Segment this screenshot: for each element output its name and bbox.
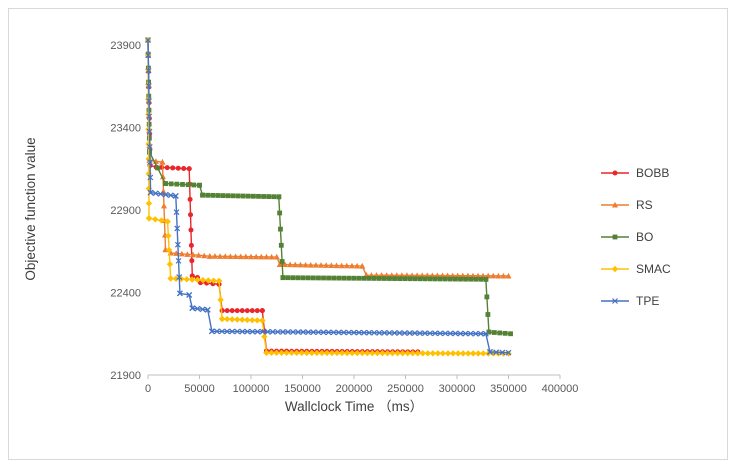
x-tick-label: 100000 (233, 383, 270, 395)
legend-label: BO (636, 230, 653, 244)
legend-label: RS (636, 198, 653, 212)
series-line-bo (147, 40, 511, 335)
legend-item-smac: SMAC (601, 262, 671, 276)
legend-item-bobb: BOBB (601, 166, 669, 180)
legend-item-tpe: TPE (601, 294, 659, 308)
x-tick-label: 300000 (439, 383, 476, 395)
x-tick-label: 200000 (336, 383, 373, 395)
line-chart: 0 50000 100000 150000 200000 250000 300000 3500… (110, 36, 671, 395)
y-tick-label: 21900 (110, 370, 141, 382)
y-tick-label: 22900 (110, 205, 141, 217)
legend-label: SMAC (636, 262, 671, 276)
x-tick-label: 150000 (284, 383, 321, 395)
x-tick-label: 0 (145, 383, 151, 395)
x-tick-label: 50000 (184, 383, 215, 395)
chart-frame: 0 50000 100000 150000 200000 250000 300000 3500… (8, 8, 728, 460)
y-axis-title: Objective function value (23, 137, 38, 281)
series-bo (145, 37, 513, 337)
series-tpe (145, 37, 512, 356)
x-tick-label: 250000 (387, 383, 424, 395)
series-rs (145, 36, 512, 279)
x-tick-label: 350000 (490, 383, 527, 395)
legend-label: TPE (636, 294, 659, 308)
x-axis-title: Wallclock Time （ms） (284, 399, 424, 414)
legend-label: BOBB (636, 166, 669, 180)
series-line-bobb (147, 40, 418, 353)
y-tick-label: 22400 (110, 288, 141, 300)
legend-item-rs: RS (601, 198, 653, 212)
series-line-rs (147, 40, 509, 277)
series-bobb (145, 37, 421, 355)
y-tick-label: 23400 (110, 123, 141, 135)
x-tick-label: 400000 (542, 383, 579, 395)
y-tick-label: 23900 (110, 40, 141, 52)
legend-item-bo: BO (601, 230, 653, 244)
